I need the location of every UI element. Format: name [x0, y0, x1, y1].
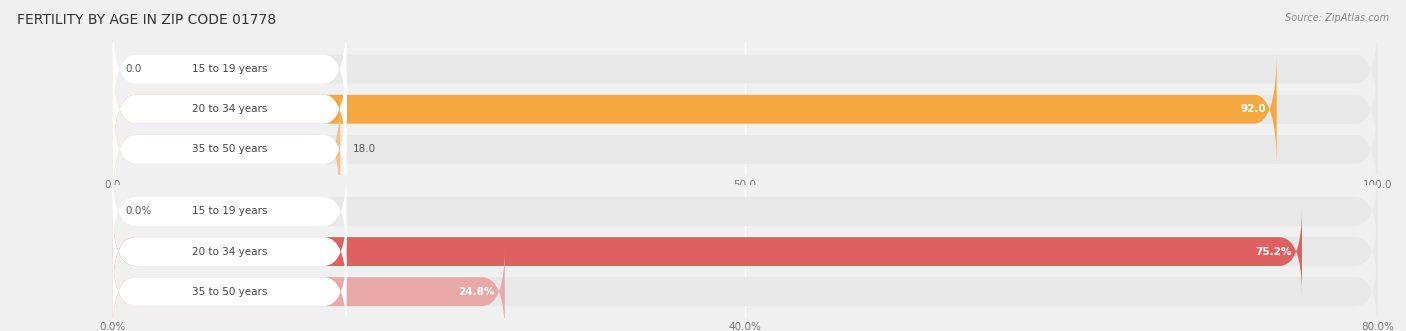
Text: 35 to 50 years: 35 to 50 years: [191, 144, 267, 154]
FancyBboxPatch shape: [112, 248, 1378, 331]
FancyBboxPatch shape: [112, 92, 1378, 207]
Text: Source: ZipAtlas.com: Source: ZipAtlas.com: [1285, 13, 1389, 23]
Text: 20 to 34 years: 20 to 34 years: [191, 104, 267, 114]
Text: 18.0: 18.0: [353, 144, 375, 154]
FancyBboxPatch shape: [112, 168, 347, 255]
Text: 15 to 19 years: 15 to 19 years: [191, 64, 267, 74]
FancyBboxPatch shape: [112, 248, 347, 331]
Text: 75.2%: 75.2%: [1256, 247, 1292, 257]
Text: 0.0: 0.0: [125, 64, 142, 74]
Text: 92.0: 92.0: [1241, 104, 1267, 114]
FancyBboxPatch shape: [112, 11, 346, 127]
Text: 20 to 34 years: 20 to 34 years: [191, 247, 267, 257]
Text: FERTILITY BY AGE IN ZIP CODE 01778: FERTILITY BY AGE IN ZIP CODE 01778: [17, 13, 276, 27]
Text: 15 to 19 years: 15 to 19 years: [191, 207, 267, 216]
FancyBboxPatch shape: [112, 92, 346, 207]
FancyBboxPatch shape: [112, 51, 1277, 167]
Text: 0.0%: 0.0%: [125, 207, 152, 216]
FancyBboxPatch shape: [112, 51, 346, 167]
Text: 35 to 50 years: 35 to 50 years: [191, 287, 267, 297]
FancyBboxPatch shape: [112, 92, 340, 207]
FancyBboxPatch shape: [112, 208, 347, 295]
Text: 24.8%: 24.8%: [458, 287, 495, 297]
FancyBboxPatch shape: [112, 51, 1378, 167]
FancyBboxPatch shape: [112, 208, 1302, 295]
FancyBboxPatch shape: [112, 11, 1378, 127]
FancyBboxPatch shape: [112, 208, 1378, 295]
FancyBboxPatch shape: [112, 248, 505, 331]
FancyBboxPatch shape: [112, 168, 1378, 255]
